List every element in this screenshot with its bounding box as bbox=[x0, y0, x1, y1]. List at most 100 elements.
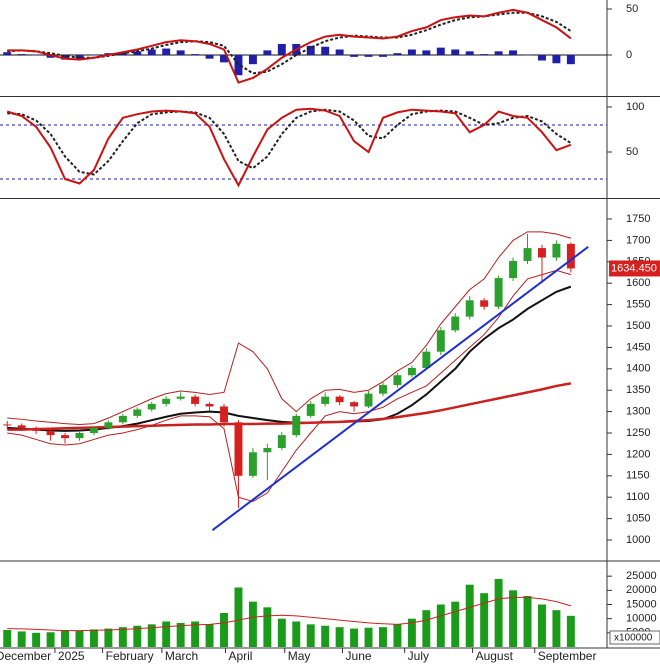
bar bbox=[422, 610, 431, 647]
bar bbox=[364, 54, 373, 57]
candle-body bbox=[379, 385, 387, 394]
x-tick-label: July bbox=[408, 649, 429, 663]
bar bbox=[17, 54, 26, 55]
candle-body bbox=[552, 243, 561, 258]
y-tick-label: 1550 bbox=[626, 299, 650, 311]
bar bbox=[407, 618, 416, 647]
x-tick-label: August bbox=[476, 649, 514, 663]
series-line bbox=[7, 108, 572, 176]
bar bbox=[523, 54, 532, 56]
y-tick-label: 1500 bbox=[626, 320, 650, 332]
bar bbox=[220, 54, 228, 63]
candle-body bbox=[277, 435, 286, 448]
series-line bbox=[7, 231, 572, 425]
y-tick-label: 1700 bbox=[626, 234, 650, 246]
x-tick-label: June bbox=[346, 649, 372, 663]
bar bbox=[436, 47, 445, 55]
candle-body bbox=[566, 243, 575, 269]
bar bbox=[321, 46, 330, 55]
candle-body bbox=[335, 396, 344, 403]
candle-body bbox=[350, 402, 359, 407]
bar bbox=[335, 627, 344, 647]
candle-body bbox=[480, 300, 489, 307]
candle-body bbox=[46, 430, 55, 436]
candle-body bbox=[306, 403, 315, 416]
bar bbox=[133, 51, 142, 55]
bar bbox=[364, 627, 373, 647]
candle-body bbox=[509, 260, 518, 279]
y-tick-label: 50 bbox=[626, 3, 638, 15]
bar bbox=[480, 54, 489, 55]
candle-body bbox=[393, 375, 402, 386]
y-tick-label: 50 bbox=[626, 146, 638, 158]
trendline bbox=[211, 246, 589, 531]
bar bbox=[133, 625, 142, 647]
bar bbox=[277, 43, 286, 55]
bar bbox=[552, 54, 561, 64]
y-tick-label: 1100 bbox=[626, 491, 650, 503]
bar bbox=[566, 54, 575, 65]
bar bbox=[89, 54, 98, 56]
bar bbox=[306, 624, 315, 647]
x-tick-label: February bbox=[106, 649, 154, 663]
candle-body bbox=[248, 452, 257, 476]
candle-body bbox=[162, 398, 171, 404]
bar bbox=[379, 54, 387, 57]
bar bbox=[205, 54, 214, 59]
bar bbox=[436, 604, 445, 647]
y-tick-label: 20000 bbox=[626, 584, 657, 596]
unit-label: x100000 bbox=[614, 633, 653, 644]
y-tick-label: 1250 bbox=[626, 427, 650, 439]
bar bbox=[263, 607, 272, 647]
candle-body bbox=[147, 403, 156, 410]
y-tick-label: 1000 bbox=[626, 534, 650, 546]
bar bbox=[147, 624, 156, 647]
bar bbox=[248, 601, 257, 647]
bar bbox=[162, 621, 171, 647]
candle-body bbox=[32, 427, 41, 431]
x-tick-label: April bbox=[228, 649, 252, 663]
series-line bbox=[6, 107, 572, 188]
bar bbox=[523, 596, 532, 647]
y-tick-label: 1150 bbox=[626, 470, 650, 482]
bar bbox=[494, 579, 503, 647]
bar bbox=[46, 54, 55, 58]
series-line bbox=[7, 269, 572, 503]
y-tick-label: 15000 bbox=[626, 598, 657, 610]
bar bbox=[537, 604, 546, 647]
bar bbox=[451, 601, 460, 647]
bar bbox=[176, 622, 185, 647]
candle-body bbox=[104, 422, 113, 428]
bar bbox=[220, 613, 228, 647]
x-tick-label: 2025 bbox=[58, 649, 85, 663]
series-line bbox=[7, 8, 572, 84]
candle-body bbox=[17, 425, 26, 428]
candle-body bbox=[220, 406, 228, 423]
y-tick-label: 1400 bbox=[626, 363, 650, 375]
y-tick-label: 100 bbox=[626, 101, 644, 113]
y-tick-label: 1450 bbox=[626, 341, 650, 353]
bar bbox=[191, 54, 200, 55]
y-tick-label: 1350 bbox=[626, 384, 650, 396]
y-tick-label: 1050 bbox=[626, 513, 650, 525]
candle-body bbox=[89, 427, 98, 434]
bar bbox=[480, 593, 489, 647]
bar bbox=[407, 49, 416, 55]
bar bbox=[306, 45, 315, 55]
y-tick-label: 1300 bbox=[626, 406, 650, 418]
bar bbox=[393, 53, 402, 55]
candle-body bbox=[321, 396, 330, 404]
bar bbox=[46, 632, 55, 647]
bar bbox=[335, 49, 344, 55]
bar bbox=[509, 50, 518, 55]
bar bbox=[3, 52, 12, 55]
unit-box bbox=[609, 630, 660, 645]
bar bbox=[234, 587, 243, 647]
bar bbox=[61, 630, 70, 647]
candle-body bbox=[133, 409, 142, 416]
candle-body bbox=[263, 447, 272, 453]
bar bbox=[552, 610, 561, 647]
y-tick-label: 1750 bbox=[626, 213, 650, 225]
series-line bbox=[7, 596, 572, 632]
